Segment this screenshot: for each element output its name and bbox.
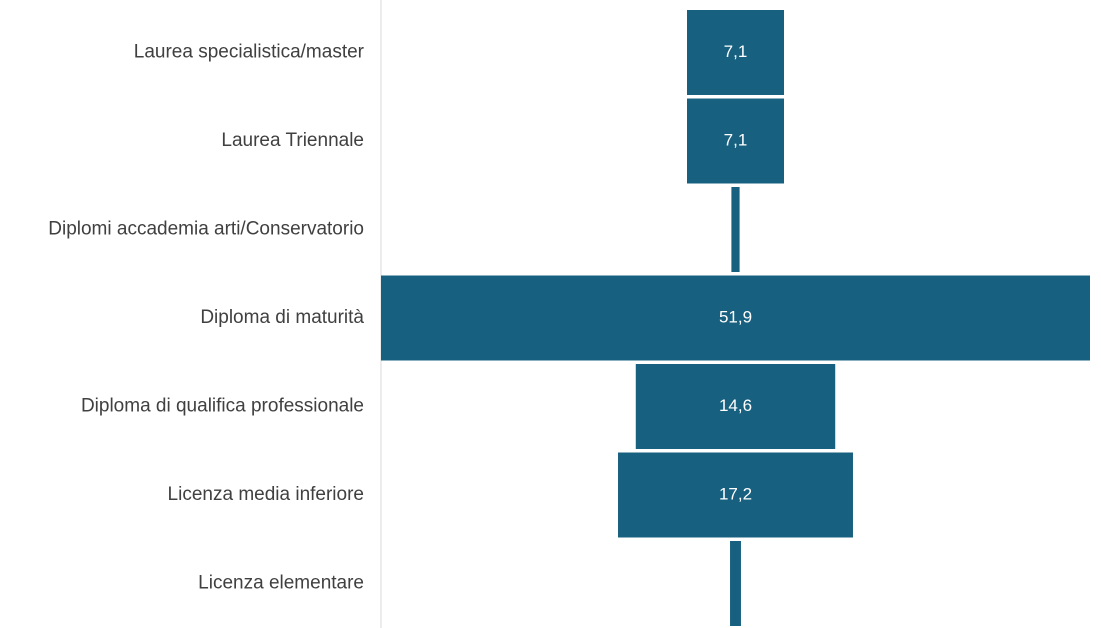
category-label: Laurea specialistica/master <box>134 42 365 63</box>
funnel-bar <box>381 275 1090 361</box>
category-label: Laurea Triennale <box>221 130 364 151</box>
funnel-bar <box>687 98 784 184</box>
category-label: Diploma di maturità <box>200 307 364 328</box>
category-label: Diplomi accademia arti/Conservatorio <box>48 219 364 240</box>
funnel-bar <box>730 541 741 626</box>
data-label: 17,2 <box>719 484 752 503</box>
data-label: 7,1 <box>724 130 748 149</box>
category-label: Licenza media inferiore <box>168 484 364 505</box>
funnel-bar <box>635 364 836 449</box>
bars <box>381 10 1090 626</box>
category-label: Licenza elementare <box>198 573 364 594</box>
funnel-bar <box>731 187 740 272</box>
data-labels: 7,1 7,1 51,9 14,6 17,2 <box>719 42 752 504</box>
data-label: 51,9 <box>719 307 752 326</box>
funnel-bar <box>618 452 853 538</box>
data-label: 7,1 <box>724 42 748 61</box>
category-labels: Laurea specialistica/master Laurea Trienn… <box>48 42 364 594</box>
data-label: 14,6 <box>719 396 752 415</box>
funnel-bar <box>687 10 784 95</box>
category-label: Diploma di qualifica professionale <box>81 396 364 417</box>
